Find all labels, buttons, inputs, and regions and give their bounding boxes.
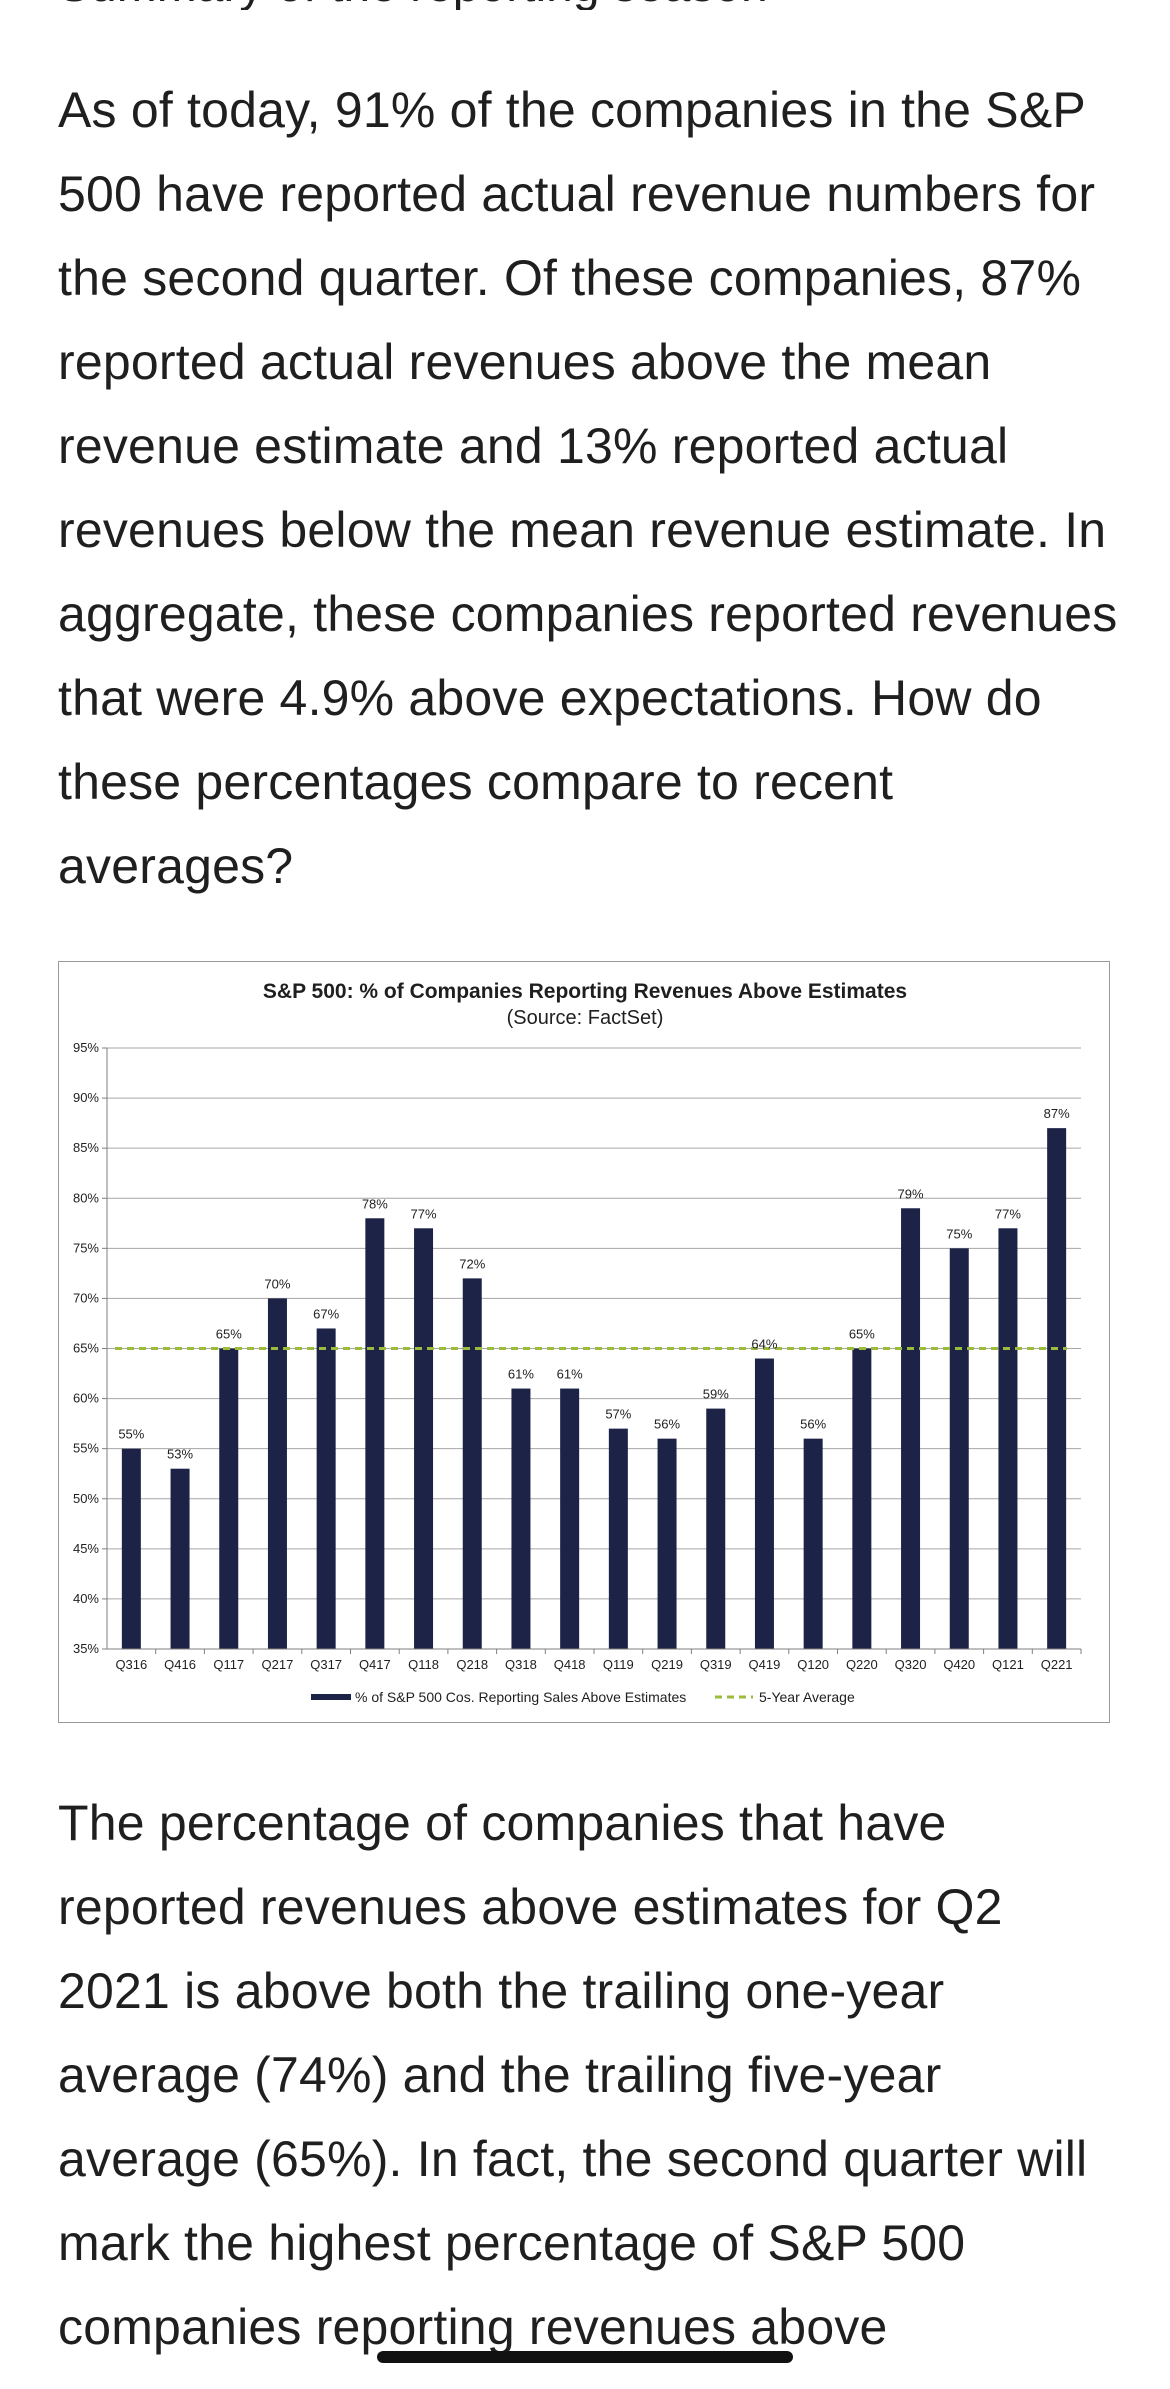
x-tick-label: Q218 bbox=[456, 1657, 488, 1672]
bar bbox=[608, 1428, 628, 1649]
y-axis-ticks: 35% 40% 45% 50% 55% 60% 65% 70% 75% 80% 85% 90% 95% bbox=[73, 1040, 99, 1656]
x-tick-label: Q418 bbox=[554, 1657, 586, 1672]
bar bbox=[267, 1298, 287, 1649]
data-label: 79% bbox=[898, 1186, 924, 1201]
data-label: 70% bbox=[264, 1276, 290, 1291]
x-tick-label: Q220 bbox=[846, 1657, 878, 1672]
y-tick-label: 40% bbox=[73, 1591, 99, 1606]
bar bbox=[706, 1408, 726, 1649]
data-label: 64% bbox=[751, 1337, 777, 1352]
bar bbox=[365, 1218, 385, 1649]
legend-label-average: 5-Year Average bbox=[759, 1689, 855, 1705]
data-label: 67% bbox=[313, 1306, 339, 1321]
revenue-beat-chart: S&P 500: % of Companies Reporting Revenu… bbox=[58, 961, 1110, 1723]
x-tick-label: Q217 bbox=[262, 1657, 294, 1672]
bars bbox=[121, 1128, 1067, 1649]
bar bbox=[316, 1328, 336, 1649]
data-label: 59% bbox=[703, 1387, 729, 1402]
article-paragraph-1: As of today, 91% of the companies in the… bbox=[58, 82, 1118, 894]
y-tick-label: 70% bbox=[73, 1290, 99, 1305]
bar bbox=[754, 1358, 774, 1649]
data-label: 65% bbox=[849, 1327, 875, 1342]
y-tick-label: 60% bbox=[73, 1391, 99, 1406]
x-tick-label: Q319 bbox=[700, 1657, 732, 1672]
x-tick-label: Q420 bbox=[943, 1657, 975, 1672]
x-tick-label: Q419 bbox=[749, 1657, 781, 1672]
data-label: 77% bbox=[411, 1206, 437, 1221]
bar bbox=[852, 1348, 872, 1649]
x-tick-label: Q317 bbox=[310, 1657, 342, 1672]
bar bbox=[901, 1208, 921, 1649]
y-tick-label: 85% bbox=[73, 1140, 99, 1155]
bar bbox=[560, 1388, 580, 1649]
data-label: 53% bbox=[167, 1447, 193, 1462]
y-tick-label: 35% bbox=[73, 1641, 99, 1656]
x-tick-label: Q117 bbox=[213, 1657, 244, 1672]
data-label: 57% bbox=[605, 1407, 631, 1422]
bar bbox=[170, 1468, 190, 1649]
home-indicator[interactable] bbox=[377, 2351, 793, 2363]
bar bbox=[462, 1278, 482, 1649]
data-label: 61% bbox=[508, 1367, 534, 1382]
bar bbox=[1047, 1128, 1067, 1649]
chart-svg: S&P 500: % of Companies Reporting Revenu… bbox=[73, 980, 1082, 1705]
data-labels: 55% 53% 65% 70% 67% 78% 77% 72% 61% 61% 57% 56% 59% 6… bbox=[118, 1106, 1070, 1462]
clipped-text-line: Summary of the reporting season bbox=[58, 0, 1118, 10]
bar bbox=[803, 1438, 823, 1649]
data-label: 78% bbox=[362, 1196, 388, 1211]
x-tick-label: Q219 bbox=[651, 1657, 683, 1672]
data-label: 56% bbox=[800, 1417, 826, 1432]
y-tick-label: 95% bbox=[73, 1040, 99, 1055]
bar bbox=[219, 1348, 239, 1649]
x-tick-label: Q316 bbox=[115, 1657, 147, 1672]
x-tick-label: Q121 bbox=[992, 1657, 1024, 1672]
y-tick-label: 45% bbox=[73, 1541, 99, 1556]
x-tick-label: Q320 bbox=[895, 1657, 927, 1672]
legend: % of S&P 500 Cos. Reporting Sales Above … bbox=[311, 1689, 855, 1705]
data-label: 65% bbox=[216, 1327, 242, 1342]
y-tick-label: 75% bbox=[73, 1240, 99, 1255]
data-label: 77% bbox=[995, 1206, 1021, 1221]
x-tick-label: Q221 bbox=[1041, 1657, 1073, 1672]
clipped-text: Summary of the reporting season bbox=[58, 0, 1118, 10]
x-axis-ticks: Q316 Q416 Q117 Q217 Q317 Q417 Q118 Q218 Q318 Q418… bbox=[107, 1648, 1082, 1672]
y-tick-label: 50% bbox=[73, 1491, 99, 1506]
x-tick-label: Q119 bbox=[603, 1657, 634, 1672]
data-label: 55% bbox=[118, 1427, 144, 1442]
bar bbox=[414, 1228, 434, 1649]
y-tick-label: 55% bbox=[73, 1441, 99, 1456]
x-tick-label: Q118 bbox=[408, 1657, 439, 1672]
y-tick-label: 90% bbox=[73, 1090, 99, 1105]
data-label: 72% bbox=[459, 1256, 485, 1271]
legend-swatch-bars bbox=[311, 1694, 351, 1700]
y-tick-label: 80% bbox=[73, 1190, 99, 1205]
bar bbox=[998, 1228, 1018, 1649]
x-tick-label: Q417 bbox=[359, 1657, 391, 1672]
article-paragraph-2: The percentage of companies that have re… bbox=[58, 1795, 1088, 2355]
y-tick-label: 65% bbox=[73, 1341, 99, 1356]
legend-label-bars: % of S&P 500 Cos. Reporting Sales Above … bbox=[355, 1689, 686, 1705]
data-label: 56% bbox=[654, 1417, 680, 1432]
x-tick-label: Q416 bbox=[164, 1657, 196, 1672]
x-tick-label: Q318 bbox=[505, 1657, 537, 1672]
data-label: 87% bbox=[1044, 1106, 1070, 1121]
bar bbox=[121, 1448, 141, 1649]
chart-subtitle: (Source: FactSet) bbox=[507, 1007, 664, 1029]
bar bbox=[657, 1438, 677, 1649]
data-label: 75% bbox=[946, 1226, 972, 1241]
bar bbox=[949, 1248, 969, 1649]
x-tick-label: Q120 bbox=[797, 1657, 829, 1672]
data-label: 61% bbox=[557, 1367, 583, 1382]
bar bbox=[511, 1388, 531, 1649]
chart-title: S&P 500: % of Companies Reporting Revenu… bbox=[263, 980, 907, 1003]
